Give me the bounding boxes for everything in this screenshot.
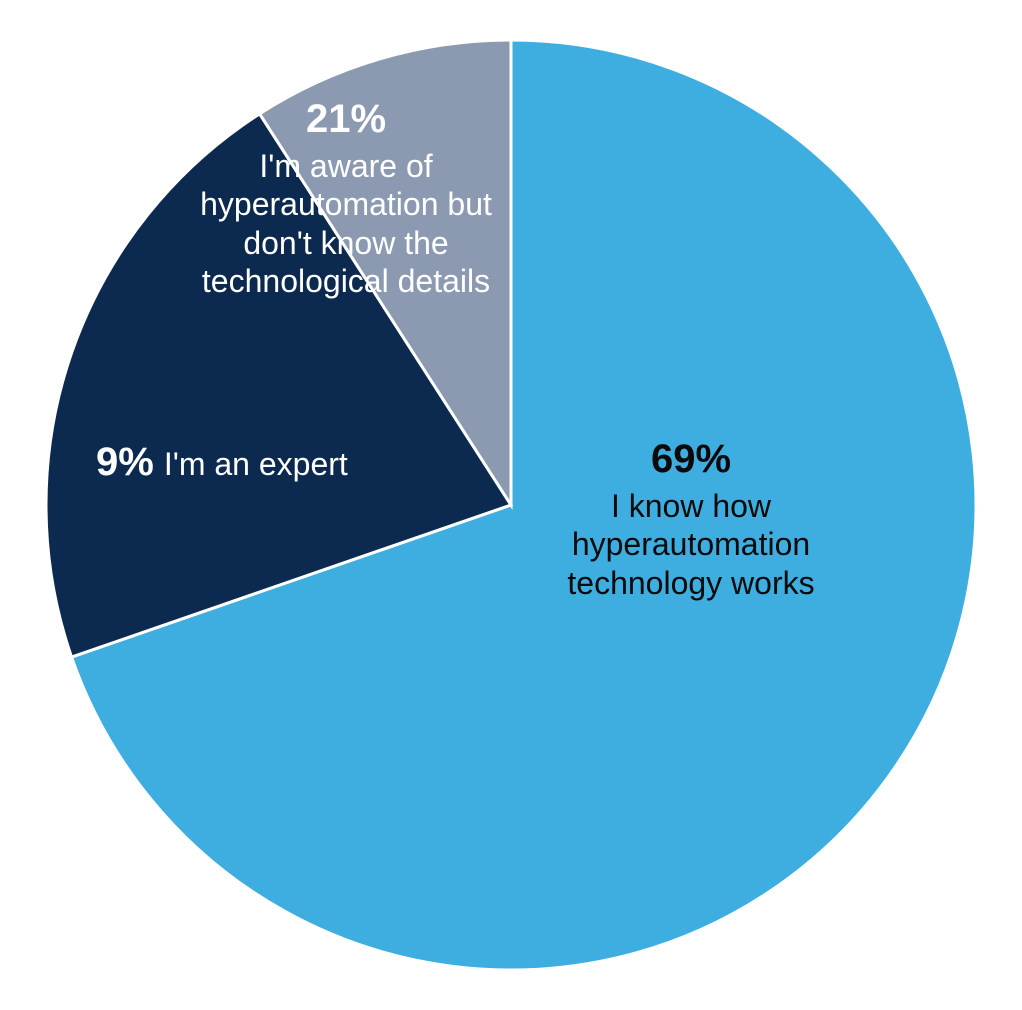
slice-percent-aware: 21% (191, 95, 501, 143)
slice-description-expert: I'm an expert (164, 446, 348, 482)
slice-label-know-how: 69%I know how hyperautomation technology… (521, 435, 861, 602)
pie-chart: 69%I know how hyperautomation technology… (41, 35, 981, 975)
slice-label-aware: 21%I'm aware of hyperautomation but don'… (191, 95, 501, 301)
slice-percent-expert: 9% (96, 440, 154, 484)
slice-description-know-how: I know how hyperautomation technology wo… (521, 487, 861, 602)
slice-description-aware: I'm aware of hyperautomation but don't k… (191, 147, 501, 301)
slice-label-expert: 9% I'm an expert (96, 438, 436, 486)
slice-percent-know-how: 69% (521, 435, 861, 483)
